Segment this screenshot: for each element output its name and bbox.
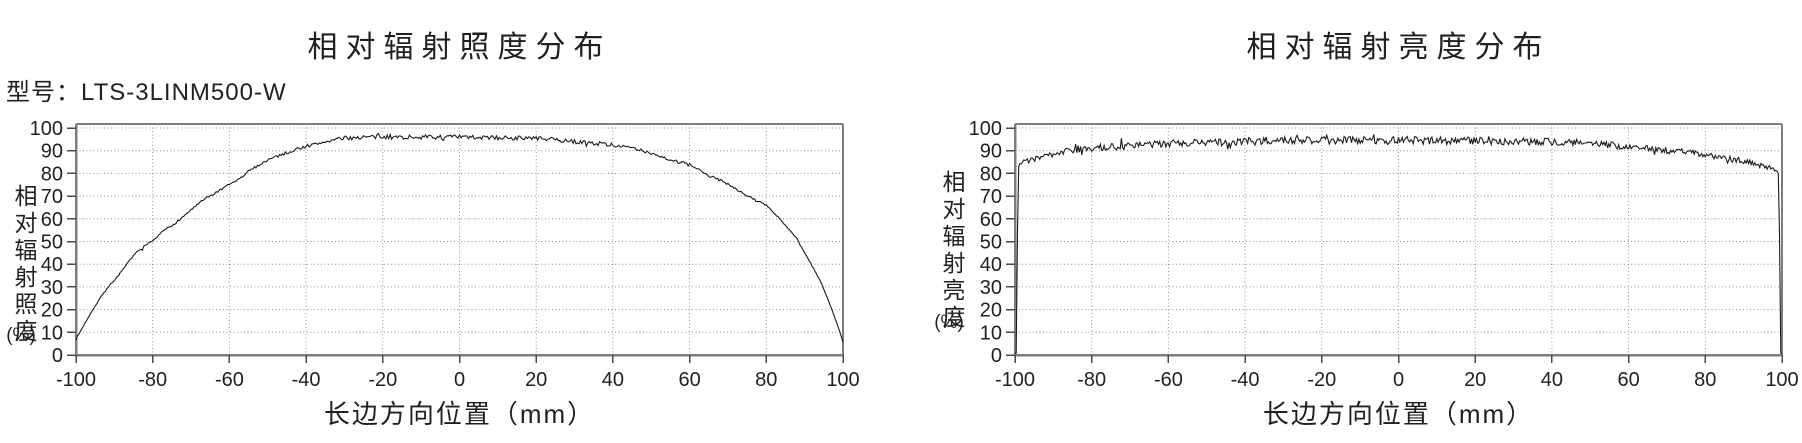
x-tick-label: -100 <box>56 369 96 391</box>
y-tick-label: 10 <box>41 322 63 344</box>
x-tick-label: -20 <box>368 369 397 391</box>
y-tick-label: 80 <box>980 163 1002 185</box>
y-tick-label: 60 <box>980 209 1002 231</box>
y-tick-label: 80 <box>41 163 63 185</box>
y-tick-label: 0 <box>991 345 1002 367</box>
y-tick-label: 90 <box>41 141 63 163</box>
x-tick-label: 100 <box>826 369 859 391</box>
series-line-relative-radiance <box>1014 133 1783 355</box>
x-tick-label: -20 <box>1307 369 1336 391</box>
x-tick-label: -40 <box>1231 369 1260 391</box>
chart1-y-axis-title: 相对辐射照度 <box>11 184 37 346</box>
y-tick-label: 20 <box>41 300 63 322</box>
series-line-relative-irradiance <box>75 132 844 343</box>
y-tick-label: 70 <box>41 186 63 208</box>
x-tick-label: 100 <box>1765 369 1798 391</box>
chart2-x-axis-title: 长边方向位置（mm） <box>1262 399 1535 429</box>
y-tick-label: 30 <box>980 277 1002 299</box>
chart1-y-axis-unit: (%) <box>6 325 36 346</box>
x-tick-label: 80 <box>755 369 777 391</box>
chart1-title: 相对辐射照度分布 <box>307 31 612 64</box>
y-tick-label: 40 <box>980 254 1002 276</box>
y-tick-label: 50 <box>980 232 1002 254</box>
y-tick-label: 60 <box>41 209 63 231</box>
x-tick-label: -100 <box>995 369 1035 391</box>
x-tick-label: -80 <box>138 369 167 391</box>
chart2-y-axis-title: 相对辐射亮度 <box>939 170 965 332</box>
y-tick-label: 70 <box>980 186 1002 208</box>
y-tick-label: 10 <box>980 322 1002 344</box>
y-tick-label: 50 <box>41 232 63 254</box>
x-tick-label: 60 <box>1617 369 1639 391</box>
x-tick-label: -60 <box>1154 369 1183 391</box>
y-tick-label: 30 <box>41 277 63 299</box>
y-tick-label: 100 <box>969 118 1002 140</box>
chart2-y-axis-unit: (%) <box>934 312 964 333</box>
grid <box>76 124 843 355</box>
chart2-title: 相对辐射亮度分布 <box>1246 31 1551 64</box>
y-tick-label: 0 <box>52 345 63 367</box>
chart1-x-axis-title: 长边方向位置（mm） <box>323 399 596 429</box>
x-tick-label: 0 <box>1393 369 1404 391</box>
x-tick-label: 40 <box>602 369 624 391</box>
grid <box>1015 124 1782 355</box>
y-tick-label: 100 <box>30 118 63 140</box>
tick-marks <box>67 127 844 363</box>
y-tick-label: 40 <box>41 254 63 276</box>
tick-marks <box>1006 127 1783 363</box>
x-tick-label: -80 <box>1077 369 1106 391</box>
x-tick-label: -60 <box>215 369 244 391</box>
x-tick-label: 20 <box>1464 369 1486 391</box>
x-tick-label: -40 <box>292 369 321 391</box>
x-tick-label: 80 <box>1694 369 1716 391</box>
y-tick-label: 20 <box>980 300 1002 322</box>
x-tick-label: 0 <box>454 369 465 391</box>
x-tick-label: 20 <box>525 369 547 391</box>
x-tick-label: 40 <box>1541 369 1563 391</box>
x-tick-label: 60 <box>678 369 700 391</box>
model-label: 型号：LTS-3LINM500-W <box>6 79 287 106</box>
y-tick-label: 90 <box>980 141 1002 163</box>
